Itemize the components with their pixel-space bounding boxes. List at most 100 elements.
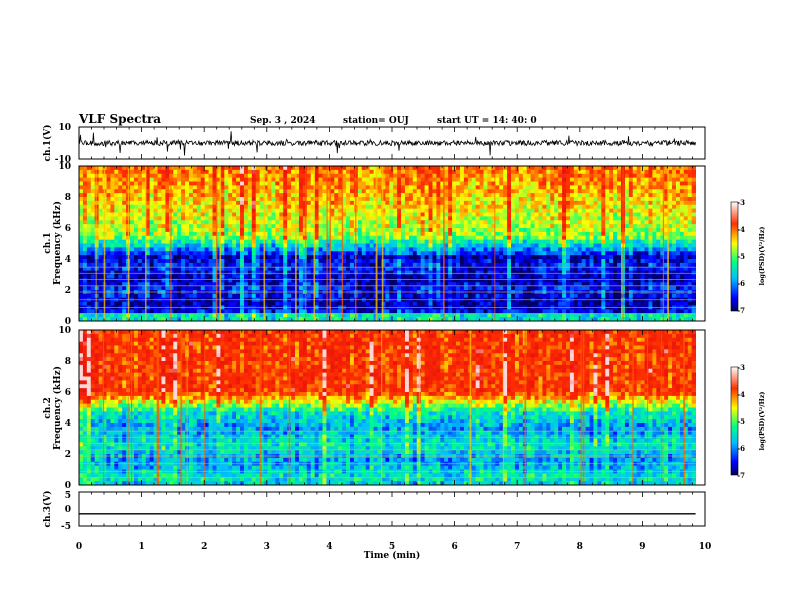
spectrogram-cell (397, 204, 402, 210)
spectrogram-cell (188, 189, 194, 194)
spectrogram-cell (456, 309, 461, 314)
spectrogram-cell (479, 274, 484, 279)
spectrogram-cell (106, 309, 111, 314)
spectrogram-cell (554, 200, 559, 206)
spectrogram-cell (90, 243, 96, 248)
spectrogram-cell (381, 317, 386, 322)
spectrogram-cell (212, 228, 217, 233)
spectrogram-cell (499, 169, 504, 175)
spectrogram-cell (377, 220, 382, 225)
spectrogram-cell (432, 228, 437, 233)
spectrogram-cell (566, 197, 571, 202)
spectrogram-cell (283, 220, 288, 225)
spectrogram-cell (177, 177, 182, 182)
spectrogram-cell (459, 235, 465, 241)
spectrogram-cell (448, 274, 453, 279)
spectrogram-cell (291, 278, 296, 283)
spectrogram-cell (251, 270, 257, 275)
spectrogram-cell (149, 197, 155, 202)
spectrogram-cell (566, 255, 571, 260)
spectrogram-cell (86, 231, 92, 237)
spectrogram-cell (98, 278, 103, 283)
spectrogram-cell (177, 266, 182, 272)
spectrogram-cell (267, 173, 272, 179)
spectrogram-cell (365, 282, 371, 287)
spectrogram-cell (220, 197, 225, 202)
spectrogram-cell (522, 169, 528, 175)
spectrogram-cell (79, 266, 84, 272)
spectrogram-cell (153, 177, 158, 182)
spectrogram-cell (420, 309, 426, 314)
spectrogram-cell (173, 274, 178, 279)
spectrogram-cell (448, 270, 453, 275)
spectrogram-cell (542, 173, 547, 179)
spectrogram-cell (322, 185, 327, 190)
spectrogram-cell (114, 224, 119, 229)
spectrogram-cell (514, 266, 520, 272)
spectrogram-cell (204, 200, 210, 206)
spectrogram-cell (522, 274, 528, 279)
spectrogram-cell (185, 177, 190, 182)
spectrogram-cell (314, 181, 319, 186)
spectrogram-cell (416, 200, 422, 206)
spectrogram-cell (177, 197, 182, 202)
spectrogram-cell (334, 177, 339, 182)
spectrogram-cell (220, 255, 225, 260)
spectrogram-cell (200, 317, 206, 322)
spectrogram-cell (267, 262, 272, 268)
spectrogram-cell (310, 177, 316, 182)
spectrogram-cell (283, 193, 288, 198)
spectrogram-cell (499, 259, 504, 264)
spectrogram-cell (161, 193, 166, 198)
spectrogram-cell (291, 231, 296, 237)
spectrogram-cell (526, 220, 532, 225)
spectrogram-cell (110, 197, 115, 202)
spectrogram-cell (522, 220, 528, 225)
spectrogram-cell (306, 200, 312, 206)
spectrogram-cell (408, 282, 414, 287)
spectrogram-cell (530, 169, 535, 175)
spectrogram-cell (106, 185, 111, 190)
spectrogram-cell (346, 166, 351, 171)
spectrogram-cell (538, 262, 543, 268)
spectrogram-cell (267, 274, 272, 279)
spectrogram-cell (90, 181, 96, 186)
spectrogram-cell (514, 169, 520, 175)
spectrogram-cell (385, 251, 390, 256)
spectrogram-cell (424, 189, 429, 194)
spectrogram-cell (302, 286, 308, 291)
spectrogram-cell (216, 231, 221, 237)
spectrogram-cell (287, 293, 292, 299)
spectrogram-cell (463, 270, 469, 275)
spectrogram-cell (232, 309, 237, 314)
spectrogram-cell (459, 243, 465, 248)
spectrogram-cell (263, 313, 268, 318)
spectrogram-cell (243, 193, 249, 198)
spectrogram-cell (424, 228, 429, 233)
spectrogram-cell (491, 173, 496, 179)
spectrogram-cell (259, 270, 264, 275)
spectrogram-cell (377, 200, 382, 206)
spectrogram-cell (385, 286, 390, 291)
spectrogram-cell (503, 259, 508, 264)
spectrogram-cell (554, 220, 559, 225)
spectrogram-cell (546, 262, 551, 268)
spectrogram-cell (463, 177, 469, 182)
spectrogram-cell (196, 282, 202, 287)
spectrogram-cell (408, 251, 414, 256)
spectrogram-cell (157, 173, 162, 179)
spectrogram-cell (275, 243, 280, 248)
spectrogram-cell (310, 228, 316, 233)
spectrogram-cell (334, 266, 339, 272)
spectrogram-cell (444, 259, 449, 264)
spectrogram-cell (546, 173, 551, 179)
spectrogram-cell (452, 197, 457, 202)
spectrogram-cell (499, 177, 504, 182)
spectrogram-cell (459, 255, 465, 260)
spectrogram-cell (511, 255, 516, 260)
spectrogram-cell (448, 309, 453, 314)
spectrogram-cell (412, 231, 418, 237)
spectrogram-cell (381, 239, 386, 244)
spectrogram-cell (538, 166, 543, 171)
spectrogram-cell (283, 235, 288, 241)
